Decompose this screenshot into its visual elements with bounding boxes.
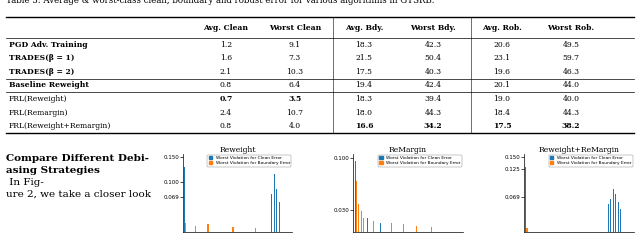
Text: 4.0: 4.0 (289, 122, 301, 130)
Text: 19.4: 19.4 (355, 81, 372, 89)
Legend: Worst Violation for Clean Error, Worst Violation for Boundary Error: Worst Violation for Clean Error, Worst V… (548, 155, 633, 167)
Text: Baseline Reweight: Baseline Reweight (9, 81, 89, 89)
Bar (610, 199, 611, 232)
Text: FRL(Reweight): FRL(Reweight) (9, 95, 67, 103)
Text: 3.5: 3.5 (288, 95, 301, 103)
Text: 1.6: 1.6 (220, 54, 232, 62)
Bar (276, 189, 277, 232)
Text: 50.4: 50.4 (424, 54, 442, 62)
Text: Worst Rob.: Worst Rob. (547, 24, 595, 32)
Bar (618, 202, 619, 232)
Bar (185, 223, 186, 232)
Text: 23.1: 23.1 (493, 54, 511, 62)
Text: In Fig-
ure 2, we take a closer look: In Fig- ure 2, we take a closer look (6, 154, 152, 198)
Bar (380, 223, 381, 232)
Text: 44.3: 44.3 (563, 109, 579, 117)
Title: ReMargin: ReMargin (389, 146, 427, 154)
Title: Reweight: Reweight (219, 146, 255, 154)
Text: 2.1: 2.1 (220, 68, 232, 76)
Text: 20.1: 20.1 (493, 81, 510, 89)
Text: 18.0: 18.0 (355, 109, 372, 117)
Bar (361, 211, 362, 232)
Text: 16.6: 16.6 (355, 122, 373, 130)
Text: 44.3: 44.3 (424, 109, 442, 117)
Text: 40.0: 40.0 (563, 95, 579, 103)
Text: TRADES(β = 1): TRADES(β = 1) (9, 54, 74, 62)
Text: 19.0: 19.0 (493, 95, 510, 103)
Text: 49.5: 49.5 (563, 41, 579, 49)
Text: 18.3: 18.3 (355, 95, 372, 103)
Bar (184, 167, 185, 232)
Bar (367, 218, 368, 232)
Bar (358, 204, 360, 232)
Text: Worst Bdy.: Worst Bdy. (410, 24, 456, 32)
Bar (232, 227, 234, 232)
Bar (278, 202, 280, 232)
Text: 20.6: 20.6 (493, 41, 510, 49)
Text: 7.3: 7.3 (289, 54, 301, 62)
Text: Avg. Clean: Avg. Clean (204, 24, 248, 32)
Title: Reweight+ReMargin: Reweight+ReMargin (538, 146, 620, 154)
Text: 0.7: 0.7 (220, 95, 232, 103)
Text: FRL(Reweight+Remargin): FRL(Reweight+Remargin) (9, 122, 111, 130)
Text: 10.7: 10.7 (287, 109, 303, 117)
Bar (620, 209, 621, 232)
Bar (525, 167, 527, 232)
Text: FRL(Remargin): FRL(Remargin) (9, 109, 68, 117)
Text: Worst Clean: Worst Clean (269, 24, 321, 32)
Bar (355, 162, 356, 232)
Text: PGD Adv. Training: PGD Adv. Training (9, 41, 88, 49)
Text: 59.7: 59.7 (563, 54, 579, 62)
Bar (390, 223, 392, 232)
Bar (271, 194, 272, 232)
Text: 18.4: 18.4 (493, 109, 510, 117)
Text: 10.3: 10.3 (286, 68, 303, 76)
Text: 6.4: 6.4 (289, 81, 301, 89)
Bar (274, 174, 275, 232)
Text: 18.3: 18.3 (355, 41, 372, 49)
Text: 39.4: 39.4 (424, 95, 442, 103)
Legend: Worst Violation for Clean Error, Worst Violation for Boundary Error: Worst Violation for Clean Error, Worst V… (378, 155, 462, 167)
Text: 19.6: 19.6 (493, 68, 510, 76)
Text: 0.8: 0.8 (220, 81, 232, 89)
Bar (615, 194, 616, 232)
Text: Table 3: Average & worst-class clean, boundary and robust error for various algo: Table 3: Average & worst-class clean, bo… (6, 0, 435, 5)
Text: Compare Different Debi-
asing Strategies: Compare Different Debi- asing Strategies (6, 154, 149, 175)
Text: 2.4: 2.4 (220, 109, 232, 117)
Bar (255, 228, 256, 232)
Legend: Worst Violation for Clean Error, Worst Violation for Boundary Error: Worst Violation for Clean Error, Worst V… (207, 155, 291, 167)
Text: 9.1: 9.1 (289, 41, 301, 49)
Bar (373, 221, 374, 232)
Text: 42.3: 42.3 (424, 41, 442, 49)
Text: 17.5: 17.5 (355, 68, 372, 76)
Text: 42.4: 42.4 (424, 81, 442, 89)
Text: Avg. Bdy.: Avg. Bdy. (345, 24, 383, 32)
Text: 34.2: 34.2 (424, 122, 442, 130)
Bar (195, 226, 196, 232)
Bar (607, 204, 609, 232)
Bar (207, 224, 209, 232)
Text: 21.5: 21.5 (355, 54, 372, 62)
Text: 0.8: 0.8 (220, 122, 232, 130)
Text: 40.3: 40.3 (424, 68, 442, 76)
Bar (612, 189, 614, 232)
Text: 17.5: 17.5 (493, 122, 511, 130)
Bar (403, 224, 404, 232)
Text: 46.3: 46.3 (563, 68, 579, 76)
Text: 38.2: 38.2 (562, 122, 580, 130)
Text: TRADES(β = 2): TRADES(β = 2) (9, 68, 74, 76)
Bar (356, 181, 357, 232)
Text: 44.0: 44.0 (563, 81, 579, 89)
Bar (415, 226, 417, 232)
Text: Avg. Rob.: Avg. Rob. (482, 24, 522, 32)
Text: 1.2: 1.2 (220, 41, 232, 49)
